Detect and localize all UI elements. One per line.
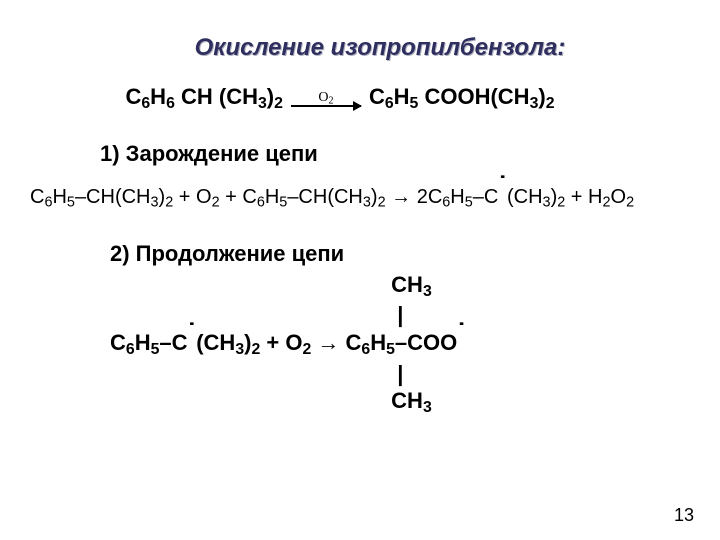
arrow-line-icon — [291, 105, 361, 107]
main-equation: C6H6 CH (CH3)2 O2 C6H5 COOH(CH3)2 — [0, 84, 690, 113]
step1-equation: C6H5–CH(CH3)2 + O2 + C6H5–CH(CH3)2 → 2C6… — [30, 185, 690, 211]
step2-heading: 2) Продолжение цепи — [110, 241, 690, 267]
main-eq-left: C6H6 CH (CH3)2 — [125, 84, 282, 113]
step1-heading: 1) Зарождение цепи — [100, 141, 690, 167]
step2-line-mid: C6H5–C˙(CH3)2 + O2 → C6H5–COO˙ — [110, 329, 690, 360]
slide: Окисление изопропилбензола: C6H6 CH (CH3… — [0, 0, 720, 540]
reaction-arrow: O2 — [291, 90, 361, 107]
page-number: 13 — [674, 505, 694, 526]
step2-equation: CH3 | C6H5–C˙(CH3)2 + O2 → C6H5–COO˙ | C… — [110, 271, 690, 418]
step2-line-top: CH3 — [110, 271, 690, 302]
main-eq-right: C6H5 COOH(CH3)2 — [369, 84, 555, 113]
step2-line-bot: CH3 — [110, 387, 690, 418]
slide-title: Окисление изопропилбензола: — [70, 34, 690, 62]
step2-bond-bot: | — [110, 360, 690, 388]
step2-bond-top: | — [110, 301, 690, 329]
